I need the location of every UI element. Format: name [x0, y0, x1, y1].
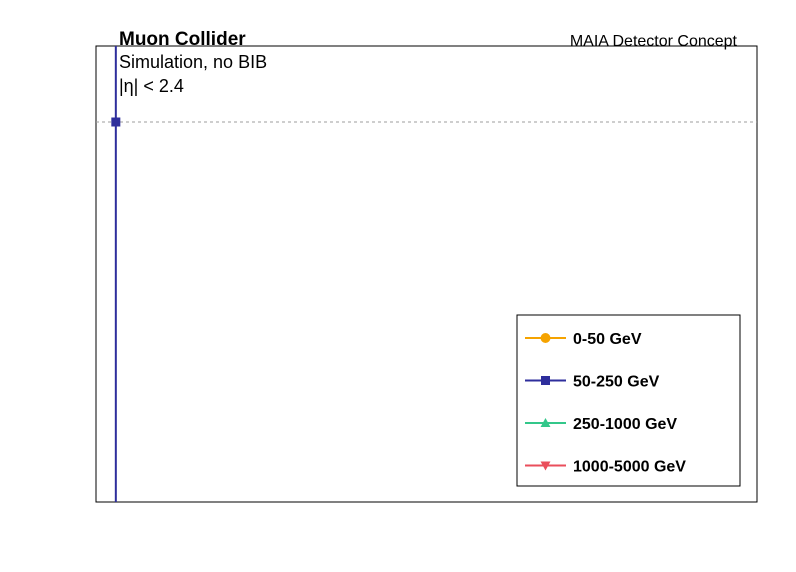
legend-label-1: 50-250 GeV — [573, 374, 660, 391]
series-marks — [111, 46, 121, 502]
legend: 0-50 GeV 50-250 GeV 250-1000 GeV 1000-5000 … — [516, 314, 741, 487]
eta-cut-label: |η| < 2.4 — [119, 76, 184, 96]
legend-label-0: 0-50 GeV — [573, 331, 642, 348]
legend-marker-3 — [540, 461, 551, 471]
detector-label: MAIA Detector Concept — [570, 33, 738, 50]
legend-label-2: 250-1000 GeV — [573, 416, 677, 433]
sample-label: Simulation, no BIB — [119, 52, 267, 72]
legend-marker-0 — [540, 333, 551, 343]
data-point-1-0 — [111, 117, 121, 127]
experiment-label: Muon Collider — [119, 29, 246, 50]
legend-marker-1 — [541, 376, 550, 385]
legend-box — [516, 314, 741, 487]
legend-marker-2 — [540, 418, 551, 428]
plot-frame — [95, 45, 758, 503]
legend-label-3: 1000-5000 GeV — [573, 459, 686, 476]
